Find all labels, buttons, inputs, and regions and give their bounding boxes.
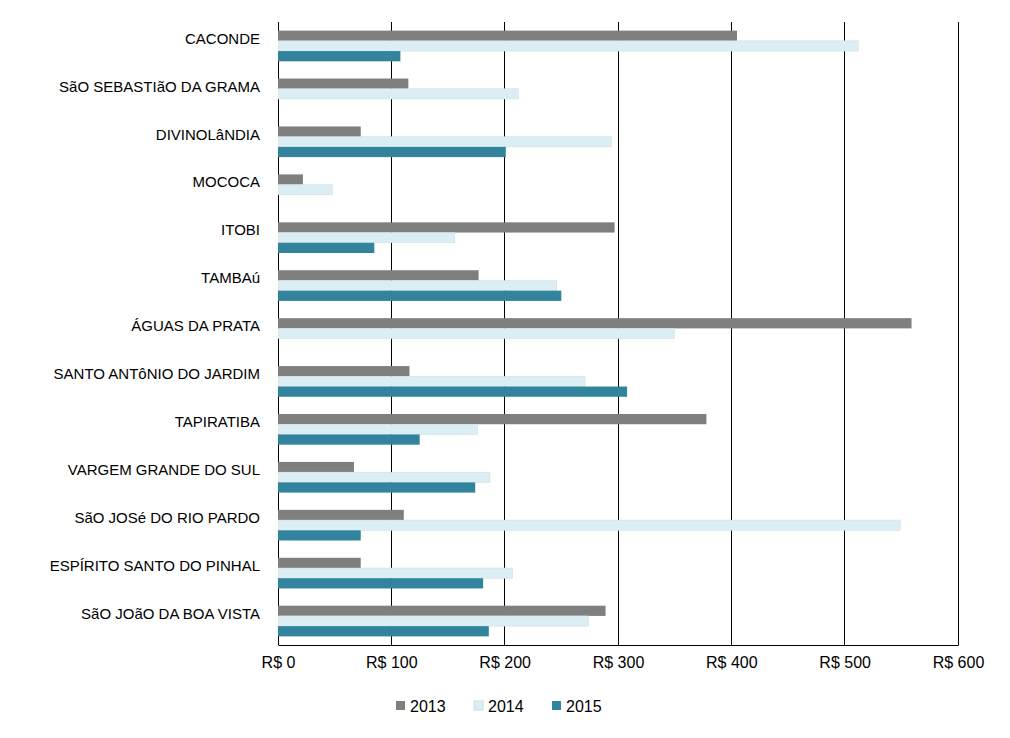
bar: [278, 568, 513, 578]
grid-line: [844, 22, 845, 645]
bar: [278, 472, 490, 482]
bar: [278, 41, 858, 51]
axis-line: [279, 645, 959, 646]
tick: SãO SEBASTIãO DA GRAMA: [59, 78, 260, 95]
category-label: TAMBAú: [201, 269, 260, 286]
bar: [278, 185, 332, 195]
chart: R$ 0 R$ 100 R$ 200 R$ 300 R$ 400 R$ 500 R$ 600…: [0, 0, 1010, 738]
tick: TAPIRATIBA: [175, 413, 260, 430]
y-axis: CACONDE SãO SEBASTIãO DA GRAMA DIVINOLâNDI…: [50, 30, 260, 622]
tick: SãO JOãO DA BOA VISTA: [81, 605, 260, 622]
bar: [278, 376, 585, 386]
bar: [278, 578, 483, 588]
category-label: ÁGUAS DA PRATA: [131, 317, 260, 334]
bar: [278, 626, 489, 636]
category-label: TAPIRATIBA: [175, 413, 260, 430]
tick-label: R$ 0: [262, 654, 296, 671]
legend-item: 2014: [474, 698, 524, 715]
bar: [278, 530, 361, 540]
tick: SANTO ANTôNIO DO JARDIM: [54, 365, 260, 382]
tick: R$ 200: [479, 645, 531, 671]
tick-label: R$ 500: [819, 654, 871, 671]
tick: TAMBAú: [201, 269, 260, 286]
bar: [278, 366, 409, 376]
bar: [278, 434, 420, 444]
series: [278, 51, 627, 636]
bar: [278, 328, 675, 338]
legend-label: 2013: [410, 698, 446, 715]
tick-label: R$ 100: [366, 654, 418, 671]
legend-item: 2013: [396, 698, 446, 715]
legend: 2013 2014 2015: [396, 698, 602, 715]
legend-label: 2014: [488, 698, 524, 715]
bar: [278, 462, 354, 472]
bar: [278, 387, 627, 397]
bar: [278, 233, 455, 243]
tick: CACONDE: [185, 30, 260, 47]
tick-label: R$ 600: [933, 654, 985, 671]
tick: ITOBI: [221, 221, 260, 238]
bar: [278, 424, 477, 434]
x-axis: R$ 0 R$ 100 R$ 200 R$ 300 R$ 400 R$ 500 R$ 600: [262, 645, 985, 671]
category-label: ESPÍRITO SANTO DO PINHAL: [50, 557, 260, 574]
bar: [278, 291, 561, 301]
category-label: SãO JOSé DO RIO PARDO: [74, 509, 260, 526]
bar: [278, 558, 361, 568]
category-label: VARGEM GRANDE DO SUL: [68, 461, 260, 478]
category-label: MOCOCA: [193, 173, 261, 190]
legend-swatch: [396, 701, 405, 710]
series: [278, 31, 912, 616]
bar: [278, 222, 615, 232]
category-label: SãO SEBASTIãO DA GRAMA: [59, 78, 260, 95]
bars: [278, 31, 912, 637]
category-label: SãO JOãO DA BOA VISTA: [81, 605, 260, 622]
tick: ÁGUAS DA PRATA: [131, 317, 260, 334]
category-label: CACONDE: [185, 30, 260, 47]
bar: [278, 147, 506, 157]
bar: [278, 482, 475, 492]
tick: R$ 0: [262, 645, 296, 671]
series: [278, 41, 900, 626]
legend-label: 2015: [566, 698, 602, 715]
category-label: SANTO ANTôNIO DO JARDIM: [54, 365, 260, 382]
bar: [278, 31, 737, 41]
tick: SãO JOSé DO RIO PARDO: [74, 509, 260, 526]
tick-label: R$ 400: [706, 654, 758, 671]
bar: [278, 280, 557, 290]
bar: [278, 126, 361, 136]
legend-swatch: [552, 701, 561, 710]
bar: [278, 137, 611, 147]
bar: [278, 414, 706, 424]
legend-item: 2015: [552, 698, 602, 715]
grid-line: [731, 22, 732, 645]
tick: VARGEM GRANDE DO SUL: [68, 461, 260, 478]
tick: R$ 400: [706, 645, 758, 671]
bar: [278, 174, 303, 184]
bar: [278, 616, 589, 626]
grid-line: [958, 22, 959, 645]
tick: R$ 300: [593, 645, 645, 671]
bar: [278, 79, 408, 89]
legend-swatch: [474, 701, 483, 710]
category-label: ITOBI: [221, 221, 260, 238]
bar: [278, 318, 912, 328]
bar: [278, 520, 900, 530]
category-label: DIVINOLâNDIA: [156, 126, 260, 143]
tick: DIVINOLâNDIA: [156, 126, 260, 143]
tick: R$ 500: [819, 645, 871, 671]
tick-label: R$ 300: [593, 654, 645, 671]
bar: [278, 51, 400, 61]
bar: [278, 243, 374, 253]
bar: [278, 270, 479, 280]
tick: MOCOCA: [193, 173, 261, 190]
tick: R$ 100: [366, 645, 418, 671]
tick-label: R$ 200: [479, 654, 531, 671]
grid: [278, 22, 958, 645]
tick: R$ 600: [933, 645, 985, 671]
tick: ESPÍRITO SANTO DO PINHAL: [50, 557, 260, 574]
plot: R$ 0 R$ 100 R$ 200 R$ 300 R$ 400 R$ 500 R$ 600…: [50, 22, 985, 671]
bar: [278, 510, 404, 520]
bar: [278, 606, 606, 616]
bar: [278, 89, 518, 99]
